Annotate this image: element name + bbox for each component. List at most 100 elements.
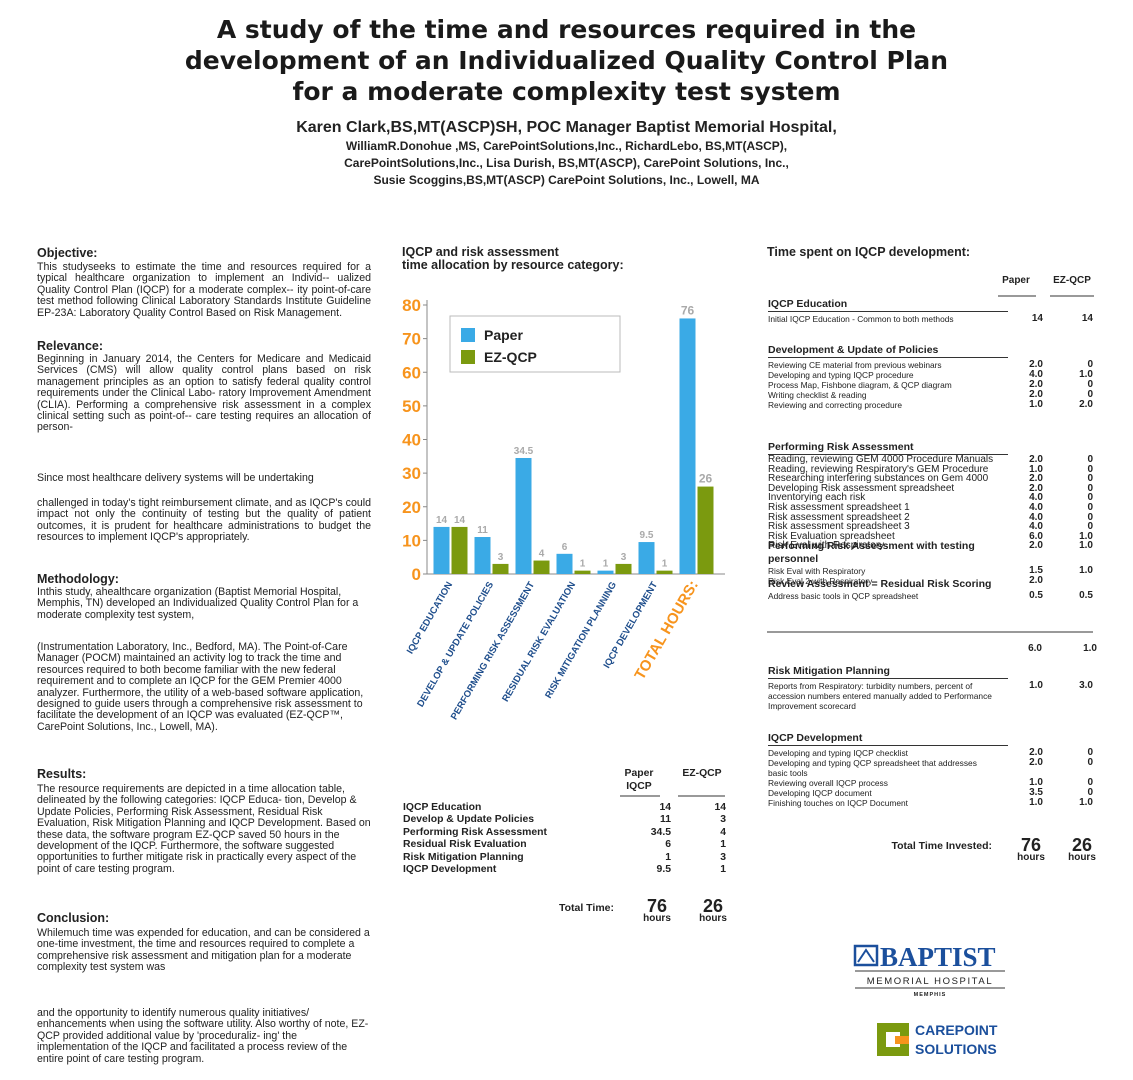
cell: 1 <box>720 864 726 875</box>
bar <box>433 526 450 574</box>
row-label: Risk assessment spreadsheet 3 <box>768 521 910 533</box>
cell: 3 <box>720 851 726 863</box>
logo-icon <box>857 948 875 963</box>
table-row: Developing and typing IQCP procedure 4.0 1… <box>768 370 1093 381</box>
value-label: 1 <box>603 559 609 570</box>
paragraph: Whilemuch time was expended for educatio… <box>37 927 370 974</box>
cell: 14 <box>1031 313 1043 324</box>
cell: 0 <box>1087 501 1093 513</box>
author-line: Susie Scoggins,BS,MT(ASCP) CarePoint Sol… <box>373 173 760 187</box>
total-value: 26 <box>702 896 724 916</box>
section-heading: Conclusion: <box>37 911 110 925</box>
cell: 1.0 <box>1029 399 1043 410</box>
table-row: Risk assessment spreadsheet 2 4.0 0 <box>768 511 1093 523</box>
cell: 1.0 <box>1079 530 1093 542</box>
row-label: Risk Eval with Respiratory <box>768 540 885 552</box>
chart-title: IQCP and risk assessment <box>402 245 559 259</box>
table-row: Residual Risk Evaluation 6 1 <box>403 839 728 851</box>
poster-title: for a moderate complexity test system <box>292 77 841 106</box>
table-row: Develop & Update Policies 11 3 <box>403 814 728 826</box>
table-section: Risk Mitigation Planning Reports from Res… <box>768 665 1093 711</box>
logo-text: SOLUTIONS <box>915 1041 997 1057</box>
row-label: IQCP Education <box>403 802 482 813</box>
value-label: 1 <box>662 559 668 570</box>
subtotal-value: 6.0 <box>1028 643 1042 654</box>
x-tick-label: IQCP EDUCATION <box>405 580 455 656</box>
section-heading: Risk Mitigation Planning <box>768 665 1008 679</box>
cell: 0 <box>1087 747 1093 758</box>
row-label: Risk Mitigation Planning <box>403 851 524 863</box>
logo-text: MEMORIAL HOSPITAL <box>867 976 993 987</box>
x-tick-label: RESIDUAL RISK EVALUATION <box>500 580 578 704</box>
paragraph: and the opportunity to identify numerous… <box>37 1007 369 1065</box>
bar <box>556 553 573 574</box>
value-label: 76 <box>681 303 695 317</box>
bar <box>597 570 614 574</box>
y-tick-label: 10 <box>402 531 421 550</box>
column-header: Paper <box>1002 275 1030 286</box>
poster-title: A study of the time and resources requir… <box>216 15 917 44</box>
cell: 3.5 <box>1029 787 1043 798</box>
row-label: Reviewing overall IQCP process <box>768 778 888 788</box>
bar <box>515 457 532 574</box>
cell: 4.0 <box>1029 492 1043 504</box>
value-label: 4 <box>539 549 545 560</box>
subtotal-value: 1.0 <box>1083 643 1097 654</box>
table-row: Risk Mitigation Planning 1 3 <box>403 852 728 864</box>
row-label: Performing Risk Assessment <box>403 826 547 838</box>
total-unit: hours <box>1068 852 1096 863</box>
section-heading: Objective: <box>37 246 98 260</box>
cell: 2.0 <box>1029 482 1043 494</box>
cell: 0 <box>1087 511 1093 523</box>
table-row: Performing Risk Assessment 34.5 4 <box>403 827 728 839</box>
author-line: WilliamR.Donohue ,MS, CarePointSolutions… <box>345 139 788 153</box>
legend-label: Paper <box>484 327 523 343</box>
total-value: 76 <box>1020 835 1042 855</box>
cell: 4.0 <box>1029 501 1043 513</box>
total-label: Total Time Invested: <box>891 840 992 852</box>
row-label: Developing Risk assessment spreadsheet <box>768 482 955 494</box>
cell: 0 <box>1087 521 1093 533</box>
cell: 1.0 <box>1079 797 1093 808</box>
bar <box>574 570 591 574</box>
cell: 4 <box>720 826 726 838</box>
table-row: Inventorying each risk 4.0 0 <box>768 493 1093 503</box>
x-tick-label: PERFORMING RISK ASSESSMENT <box>449 580 537 722</box>
table-row: Writing checklist & reading 2.0 0 <box>768 390 1093 401</box>
section-heading: Results: <box>37 767 87 781</box>
cell: 1 <box>720 839 726 851</box>
row-label: Risk Eval 2 with Respiratory <box>768 576 873 586</box>
table-row: Initial IQCP Education - Common to both … <box>768 313 1093 325</box>
table-row: Developing and typing IQCP checklist 2.0 0 <box>768 747 1093 759</box>
cell: 1.0 <box>1029 463 1043 475</box>
row-label: Finishing touches on IQCP Document <box>768 798 908 808</box>
row-label: Risk assessment spreadsheet 1 <box>768 501 910 513</box>
cell: 2.0 <box>1029 747 1043 758</box>
row-label: Reviewing CE material from previous webi… <box>768 360 942 370</box>
cell: 1.0 <box>1079 565 1093 576</box>
value-label: 11 <box>477 525 488 536</box>
logo-icon <box>853 944 879 967</box>
value-label: 26 <box>699 472 713 486</box>
row-label: Developing IQCP document <box>768 788 872 798</box>
y-tick-label: 0 <box>412 565 421 584</box>
cell: 6 <box>665 839 671 851</box>
legend-label: EZ-QCP <box>484 349 537 365</box>
poster-title: development of an Individualized Quality… <box>184 46 949 75</box>
row-label: Reviewing and correcting procedure <box>768 400 903 410</box>
section-heading: Performing Risk Assessment <box>768 441 1008 455</box>
cell: 1.5 <box>1029 565 1043 576</box>
row-label: Reports from Respiratory: turbidity numb… <box>768 681 992 711</box>
row-label: Researching interfering substances on Ge… <box>768 473 989 485</box>
logo-text: MEMPHIS <box>914 992 947 998</box>
column-header: EZ-QCP <box>682 768 722 779</box>
table-row: Reviewing and correcting procedure 1.0 2.0 <box>768 399 1093 411</box>
table-row: Reviewing overall IQCP process 1.0 0 <box>768 778 1093 789</box>
x-tick-label: RISK MITIGATION PLANNING <box>543 580 619 701</box>
table-row: Reports from Respiratory: turbidity numb… <box>768 681 1093 712</box>
table-section: IQCP Development Developing and typing IQ… <box>768 732 1093 808</box>
row-label: Writing checklist & reading <box>768 390 867 400</box>
row-label: Inventorying each risk <box>768 492 866 504</box>
table-section: IQCP Education Initial IQCP Education - C… <box>768 298 1093 324</box>
